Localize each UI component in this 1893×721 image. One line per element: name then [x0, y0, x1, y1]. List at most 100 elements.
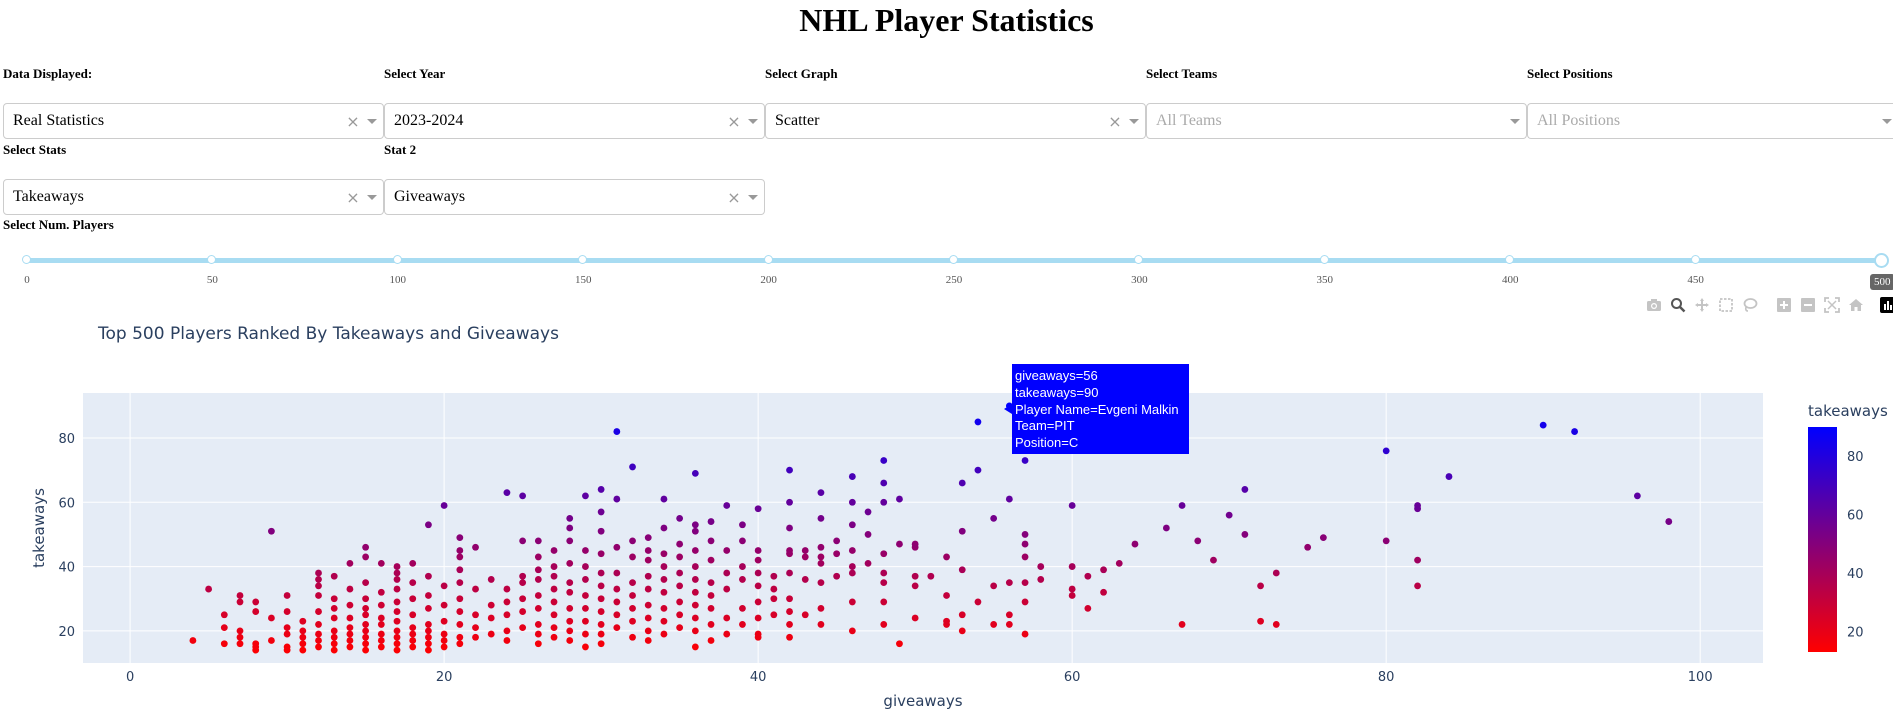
data-point[interactable] [393, 646, 401, 654]
select-year-dropdown[interactable]: 2023-2024 × [384, 103, 765, 139]
data-point[interactable] [362, 621, 370, 628]
data-point[interactable] [519, 624, 527, 632]
data-point[interactable] [691, 527, 699, 535]
data-point[interactable] [346, 637, 354, 644]
data-point[interactable] [676, 540, 684, 548]
data-point[interactable] [315, 582, 322, 590]
data-point[interactable] [1257, 582, 1264, 590]
data-point[interactable] [519, 492, 527, 500]
data-point[interactable] [644, 627, 652, 635]
data-point[interactable] [848, 498, 856, 506]
data-point[interactable] [362, 604, 370, 612]
data-point[interactable] [582, 592, 589, 599]
data-point[interactable] [362, 553, 370, 561]
data-point[interactable] [644, 614, 652, 622]
camera-icon[interactable] [1644, 295, 1664, 315]
data-point[interactable] [315, 608, 322, 615]
data-point[interactable] [377, 559, 385, 567]
data-point[interactable] [833, 537, 841, 545]
data-point[interactable] [754, 547, 762, 554]
data-point[interactable] [236, 633, 244, 641]
data-point[interactable] [1414, 582, 1421, 590]
data-point[interactable] [409, 624, 417, 632]
data-point[interactable] [1194, 537, 1202, 545]
data-point[interactable] [644, 547, 652, 554]
data-point[interactable] [786, 498, 793, 506]
data-point[interactable] [1382, 447, 1390, 455]
data-point[interactable] [723, 547, 731, 554]
slider-mark-dot[interactable] [1505, 255, 1515, 264]
data-point[interactable] [346, 643, 354, 651]
data-point[interactable] [534, 604, 542, 612]
data-point[interactable] [409, 559, 417, 567]
data-point[interactable] [299, 640, 307, 648]
data-point[interactable] [911, 582, 919, 590]
data-point[interactable] [330, 604, 338, 612]
data-point[interactable] [691, 601, 699, 609]
data-point[interactable] [597, 582, 605, 590]
data-point[interactable] [377, 601, 385, 609]
data-point[interactable] [1257, 617, 1264, 625]
data-point[interactable] [833, 572, 841, 580]
data-point[interactable] [1131, 540, 1139, 548]
data-point[interactable] [707, 579, 715, 587]
data-point[interactable] [597, 640, 605, 648]
data-point[interactable] [1178, 621, 1186, 628]
select-graph-dropdown[interactable]: Scatter × [765, 103, 1146, 139]
data-point[interactable] [739, 576, 746, 583]
data-point[interactable] [393, 598, 401, 606]
data-point[interactable] [283, 643, 291, 651]
data-point[interactable] [1272, 621, 1280, 628]
data-point[interactable] [534, 630, 542, 638]
data-point[interactable] [786, 608, 793, 615]
select-teams-dropdown[interactable]: All Teams [1146, 103, 1527, 139]
data-point[interactable] [425, 640, 432, 648]
data-point[interactable] [864, 508, 872, 516]
data-point[interactable] [848, 598, 856, 606]
data-point[interactable] [472, 624, 479, 632]
data-point[interactable] [362, 595, 370, 603]
data-point[interactable] [1021, 540, 1029, 548]
data-point[interactable] [377, 588, 385, 596]
data-point[interactable] [676, 569, 684, 577]
data-point[interactable] [691, 547, 699, 554]
data-point[interactable] [1084, 572, 1092, 580]
data-point[interactable] [1100, 566, 1107, 574]
data-point[interactable] [707, 621, 715, 628]
num-players-slider-handle[interactable] [1874, 253, 1889, 268]
data-point[interactable] [786, 547, 793, 554]
data-point[interactable] [911, 572, 919, 580]
data-point[interactable] [409, 579, 417, 587]
data-point[interactable] [629, 553, 636, 561]
data-point[interactable] [519, 537, 527, 545]
data-point[interactable] [817, 543, 825, 551]
data-point[interactable] [425, 633, 432, 641]
data-point[interactable] [393, 585, 401, 593]
data-point[interactable] [440, 502, 448, 509]
slider-mark-dot[interactable] [578, 255, 588, 264]
data-point[interactable] [1241, 486, 1249, 493]
data-point[interactable] [362, 543, 370, 551]
data-point[interactable] [236, 627, 244, 635]
slider-mark-dot[interactable] [392, 255, 402, 264]
data-point[interactable] [754, 630, 762, 638]
data-point[interactable] [629, 604, 636, 612]
data-point[interactable] [817, 559, 825, 567]
slider-mark-dot[interactable] [949, 255, 958, 264]
data-point[interactable] [896, 640, 903, 648]
data-point[interactable] [1162, 524, 1170, 532]
data-point[interactable] [566, 514, 574, 522]
data-point[interactable] [425, 521, 432, 529]
data-point[interactable] [754, 505, 762, 513]
data-point[interactable] [613, 611, 621, 619]
data-point[interactable] [534, 640, 542, 648]
data-point[interactable] [393, 617, 401, 625]
chevron-down-icon[interactable] [1881, 118, 1893, 124]
slider-mark-dot[interactable] [1134, 255, 1144, 264]
data-point[interactable] [880, 479, 888, 487]
data-point[interactable] [691, 576, 699, 583]
data-point[interactable] [1571, 428, 1578, 435]
data-point[interactable] [676, 553, 684, 561]
data-point[interactable] [660, 495, 668, 503]
data-point[interactable] [425, 572, 432, 580]
